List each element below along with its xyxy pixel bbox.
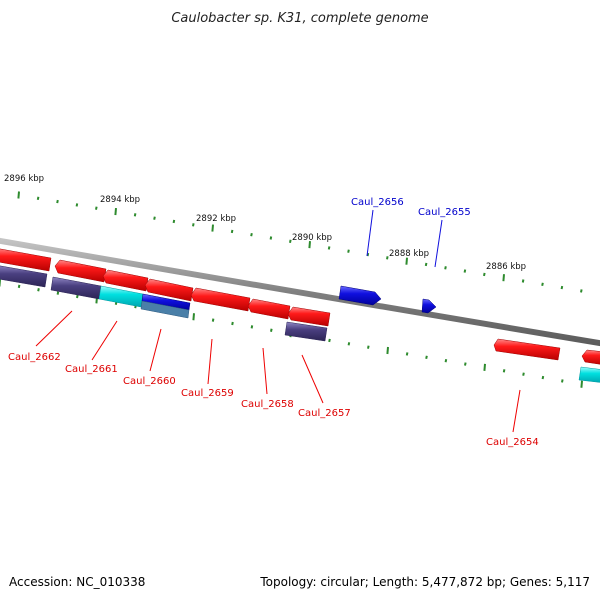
- inner-tick-minor: [464, 362, 467, 366]
- cds-bar-5[interactable]: [284, 321, 328, 342]
- outer-tick-minor: [483, 272, 486, 277]
- gene-arrow-caul-2657[interactable]: [287, 306, 331, 327]
- outer-tick-minor: [366, 252, 370, 257]
- accession-text: Accession: NC_010338: [9, 575, 145, 589]
- tick-label-2892: 2892 kbp: [196, 214, 236, 224]
- outer-tick-minor: [95, 206, 98, 210]
- genome-summary-text: Topology: circular; Length: 5,477,872 bp…: [259, 575, 590, 589]
- inner-tick-minor: [328, 338, 331, 343]
- inner-tick-minor: [76, 294, 79, 299]
- cds-bar-4-blue[interactable]: [140, 293, 191, 319]
- outer-tick-major: [17, 191, 20, 199]
- genome-backbone: [0, 237, 600, 347]
- gene-label-caul-2661[interactable]: Caul_2661: [65, 364, 118, 375]
- outer-tick-major: [114, 207, 117, 216]
- outer-tick-minor: [560, 285, 564, 290]
- tick-label-2894: 2894 kbp: [100, 195, 140, 205]
- inner-tick-minor: [56, 291, 60, 295]
- outer-tick-minor: [269, 236, 273, 240]
- gene-arrow-caul-2660[interactable]: [102, 269, 149, 292]
- gene-arrow-caul-2656[interactable]: [338, 285, 382, 306]
- outer-tick-minor: [153, 216, 156, 220]
- inner-tick-minor: [17, 284, 21, 289]
- outer-tick-major: [502, 274, 505, 282]
- tick-labels: 2896 kbp 2894 kbp 2892 kbp 2890 kbp 2888…: [4, 174, 526, 272]
- cds-bar-6-cyan[interactable]: [578, 366, 600, 383]
- gene-label-caul-2657[interactable]: Caul_2657: [298, 408, 351, 419]
- outer-tick-major: [308, 241, 311, 249]
- inner-tick-minor: [211, 318, 215, 322]
- gene-arrow-caul-2659[interactable]: [144, 278, 194, 302]
- inner-tick-minor: [541, 375, 545, 380]
- gene-label-caul-2656[interactable]: Caul_2656: [351, 197, 404, 208]
- outer-tick-minor: [327, 246, 331, 250]
- tick-label-2888: 2888 kbp: [389, 249, 429, 259]
- inner-tick-major: [192, 313, 195, 321]
- gene-label-caul-2662[interactable]: Caul_2662: [8, 352, 61, 363]
- outer-tick-ring: [17, 191, 583, 293]
- cds-bar-2[interactable]: [50, 276, 102, 300]
- outer-tick-minor: [424, 262, 428, 267]
- gene-arrow-caul-2655[interactable]: [421, 298, 437, 314]
- outer-tick-minor: [580, 289, 583, 293]
- gene-arrow-caul-2654[interactable]: [493, 338, 561, 361]
- gene-label-caul-2655[interactable]: Caul_2655: [418, 207, 471, 218]
- inner-tick-major: [483, 363, 486, 371]
- inner-tick-minor: [367, 345, 370, 349]
- outer-tick-minor: [192, 223, 195, 227]
- outer-tick-major: [211, 224, 214, 232]
- inner-tick-minor: [502, 369, 506, 373]
- inner-tick-minor: [561, 379, 564, 383]
- gene-arrow-caul-2661[interactable]: [54, 259, 107, 283]
- map-title: Caulobacter sp. K31, complete genome: [171, 11, 428, 26]
- gene-arrow-caul-2662[interactable]: [0, 248, 52, 272]
- gene-labels: Caul_2656 Caul_2655 Caul_2662 Caul_2661 …: [8, 197, 539, 448]
- outer-tick-minor: [230, 229, 234, 234]
- inner-tick-major: [386, 346, 389, 355]
- outer-tick-minor: [250, 232, 253, 237]
- label-leader-lines: [35, 209, 521, 433]
- forward-strand-genes: [338, 285, 437, 314]
- tick-label-2886: 2886 kbp: [486, 262, 526, 272]
- inner-tick-minor: [425, 355, 428, 359]
- inner-tick-major: [580, 380, 583, 388]
- outer-tick-major: [405, 257, 408, 265]
- gene-label-caul-2660[interactable]: Caul_2660: [123, 376, 176, 387]
- inner-tick-minor: [250, 325, 254, 329]
- gene-label-caul-2658[interactable]: Caul_2658: [241, 399, 294, 410]
- inner-tick-minor: [37, 288, 40, 292]
- outer-tick-minor: [75, 203, 79, 207]
- outer-tick-minor: [541, 282, 544, 287]
- gene-arrow-caul-2657a[interactable]: [247, 298, 291, 320]
- outer-tick-minor: [347, 249, 350, 253]
- outer-tick-minor: [172, 219, 176, 224]
- outer-tick-minor: [36, 196, 40, 201]
- outer-tick-minor: [444, 266, 447, 270]
- cds-features: [0, 265, 600, 383]
- inner-tick-minor: [522, 372, 525, 376]
- inner-tick-minor: [270, 328, 273, 332]
- gene-label-caul-2659[interactable]: Caul_2659: [181, 388, 234, 399]
- inner-tick-minor: [444, 358, 448, 363]
- gene-arrow-edge-right[interactable]: [581, 349, 600, 365]
- outer-tick-minor: [386, 256, 389, 260]
- cds-bar-1[interactable]: [0, 265, 48, 288]
- outer-tick-minor: [463, 269, 467, 273]
- inner-tick-minor: [231, 321, 234, 326]
- outer-tick-minor: [133, 213, 137, 217]
- inner-tick-minor: [347, 342, 351, 346]
- inner-tick-minor: [405, 352, 409, 356]
- tick-label-2890: 2890 kbp: [292, 233, 332, 243]
- outer-tick-minor: [289, 239, 292, 244]
- tick-label-2896: 2896 kbp: [4, 174, 44, 184]
- gene-label-caul-2654[interactable]: Caul_2654: [486, 437, 539, 448]
- reverse-strand-genes: [0, 248, 600, 365]
- gene-arrow-caul-2658[interactable]: [190, 287, 251, 312]
- outer-tick-minor: [521, 279, 525, 283]
- outer-tick-minor: [56, 199, 59, 204]
